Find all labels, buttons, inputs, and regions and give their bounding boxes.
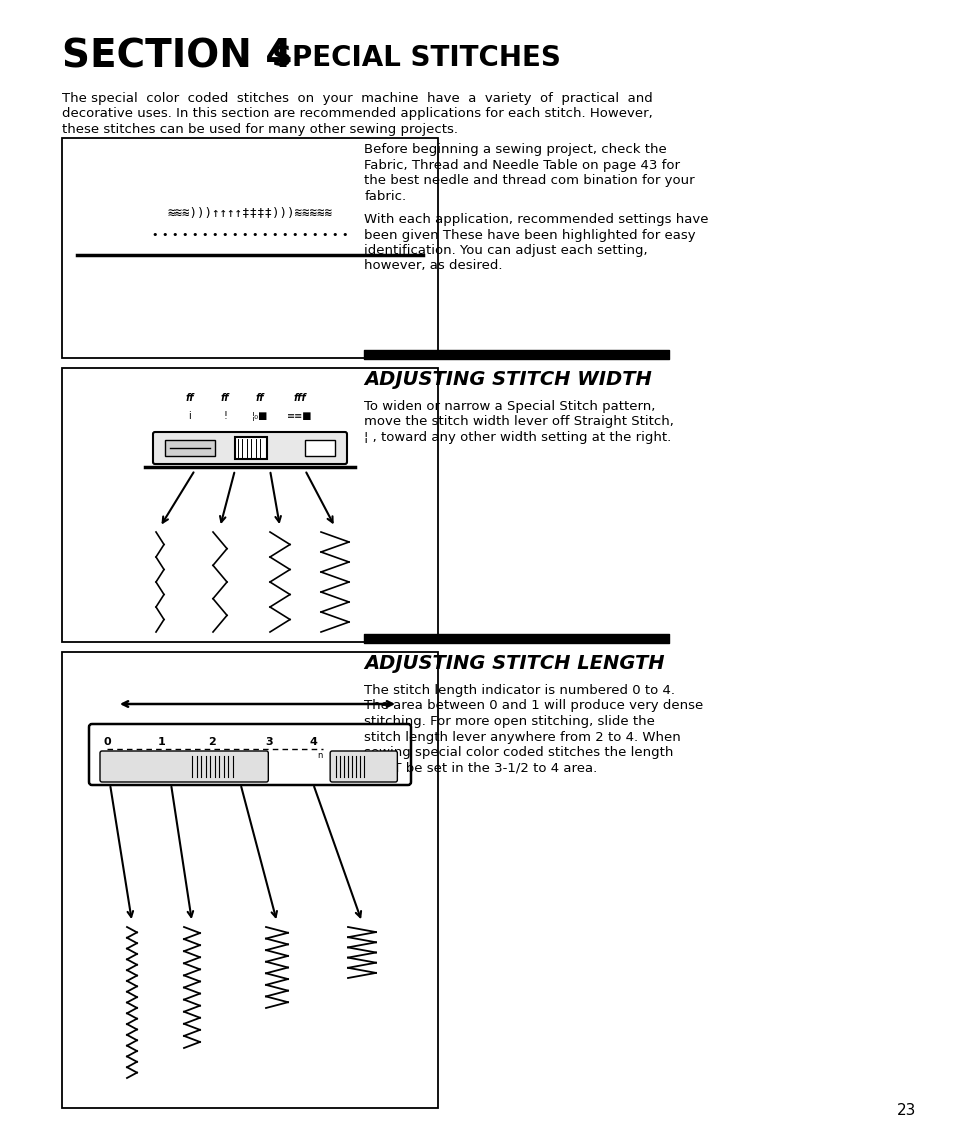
Text: !: ! (223, 411, 227, 421)
Text: SPECIAL STITCHES: SPECIAL STITCHES (272, 44, 560, 72)
Text: • • • • • • • • • • • • • • • • • • • •: • • • • • • • • • • • • • • • • • • • • (152, 231, 348, 240)
Text: With each application, recommended settings have: With each application, recommended setti… (364, 213, 708, 226)
Text: n: n (316, 751, 322, 760)
Text: 1: 1 (157, 738, 165, 747)
Bar (62, 138, 437, 358)
Text: the best needle and thread com bination for your: the best needle and thread com bination … (364, 174, 694, 187)
FancyBboxPatch shape (152, 432, 347, 465)
Text: fff: fff (294, 393, 306, 403)
Text: The area between 0 and 1 will produce very dense: The area between 0 and 1 will produce ve… (364, 700, 702, 712)
Text: stitching. For more open stitching, slide the: stitching. For more open stitching, slid… (364, 715, 655, 728)
Bar (305, 440, 335, 457)
Text: ¦₀■: ¦₀■ (252, 411, 268, 421)
Text: Before beginning a sewing project, check the: Before beginning a sewing project, check… (364, 143, 666, 156)
Text: decorative uses. In this section are recommended applications for each stitch. H: decorative uses. In this section are rec… (62, 108, 652, 120)
Text: ADJUSTING STITCH WIDTH: ADJUSTING STITCH WIDTH (364, 370, 651, 389)
Text: ff: ff (255, 393, 264, 403)
Text: SECTION 4: SECTION 4 (62, 38, 292, 76)
Bar (62, 368, 437, 642)
Text: The stitch length indicator is numbered 0 to 4.: The stitch length indicator is numbered … (364, 684, 675, 697)
Text: ADJUSTING STITCH LENGTH: ADJUSTING STITCH LENGTH (364, 654, 664, 673)
Text: been given These have been highlighted for easy: been given These have been highlighted f… (364, 228, 695, 242)
Text: ¦ , toward any other width setting at the right.: ¦ , toward any other width setting at th… (364, 431, 671, 444)
Text: 2: 2 (208, 738, 215, 747)
Text: ≋≋≋)))↑↑↑↑‡‡‡‡)))≋≋≋≋≋: ≋≋≋)))↑↑↑↑‡‡‡‡)))≋≋≋≋≋ (168, 206, 333, 219)
Text: 23: 23 (896, 1103, 915, 1118)
Text: these stitches can be used for many other sewing projects.: these stitches can be used for many othe… (62, 123, 457, 136)
Text: stitch length lever anywhere from 2 to 4. When: stitch length lever anywhere from 2 to 4… (364, 731, 680, 743)
Text: 3: 3 (265, 738, 273, 747)
Text: fabric.: fabric. (364, 189, 406, 203)
Text: identification. You can adjust each setting,: identification. You can adjust each sett… (364, 244, 647, 257)
Text: ≡≡■: ≡≡■ (287, 411, 313, 421)
Bar (165, 440, 214, 457)
Text: The special  color  coded  stitches  on  your  machine  have  a  variety  of  pr: The special color coded stitches on your… (62, 92, 652, 106)
Text: MUST be set in the 3-1/2 to 4 area.: MUST be set in the 3-1/2 to 4 area. (364, 762, 597, 774)
FancyBboxPatch shape (89, 724, 411, 785)
Text: Fabric, Thread and Needle Table on page 43 for: Fabric, Thread and Needle Table on page … (364, 158, 679, 172)
Bar (62, 651, 437, 1108)
Text: To widen or narrow a Special Stitch pattern,: To widen or narrow a Special Stitch patt… (364, 400, 655, 413)
Text: ff: ff (186, 393, 194, 403)
Text: 4: 4 (309, 738, 316, 747)
Text: 0: 0 (104, 738, 112, 747)
FancyBboxPatch shape (330, 751, 397, 782)
FancyBboxPatch shape (100, 751, 268, 782)
Bar (234, 437, 267, 459)
Text: however, as desired.: however, as desired. (364, 259, 502, 273)
Text: i: i (189, 411, 192, 421)
Text: ff: ff (220, 393, 229, 403)
Text: move the stitch width lever off Straight Stitch,: move the stitch width lever off Straight… (364, 415, 674, 429)
Text: sewing special color coded stitches the length: sewing special color coded stitches the … (364, 746, 673, 759)
